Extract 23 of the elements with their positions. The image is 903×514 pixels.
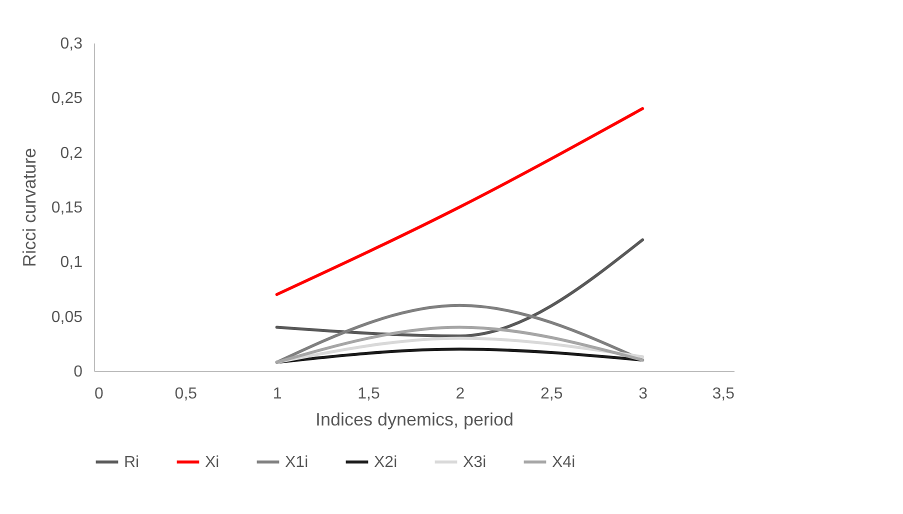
legend-label: Ri	[124, 454, 140, 471]
y-tick-label: 0,25	[51, 90, 83, 108]
x-tick-label: 2,5	[540, 386, 563, 402]
y-tick-label: 0,3	[60, 36, 83, 52]
y-tick-label: 0,1	[60, 254, 83, 272]
x-tick-label: 3,5	[712, 386, 735, 402]
y-tick-label: 0,2	[60, 144, 83, 162]
y-tick-label: 0,15	[51, 200, 83, 216]
y-tick-label: 0,05	[51, 308, 83, 326]
legend-label: Xi	[205, 454, 220, 471]
x-tick-label: 2	[456, 386, 465, 402]
x-tick-label: 0	[94, 386, 104, 402]
legend-label: X4i	[552, 454, 576, 471]
y-tick-label: 0	[74, 364, 83, 380]
x-tick-label: 1	[272, 386, 282, 402]
x-tick-label: 1,5	[358, 386, 380, 402]
legend-label: X3i	[463, 454, 486, 471]
y-axis-title: Ricci curvature	[19, 148, 40, 268]
x-tick-label: 3	[638, 386, 648, 402]
x-axis-title: Indices dynemics, period	[315, 410, 514, 430]
x-tick-label: 0,5	[174, 386, 198, 402]
legend-label: X1i	[285, 454, 308, 471]
legend-label: X2i	[374, 454, 398, 471]
